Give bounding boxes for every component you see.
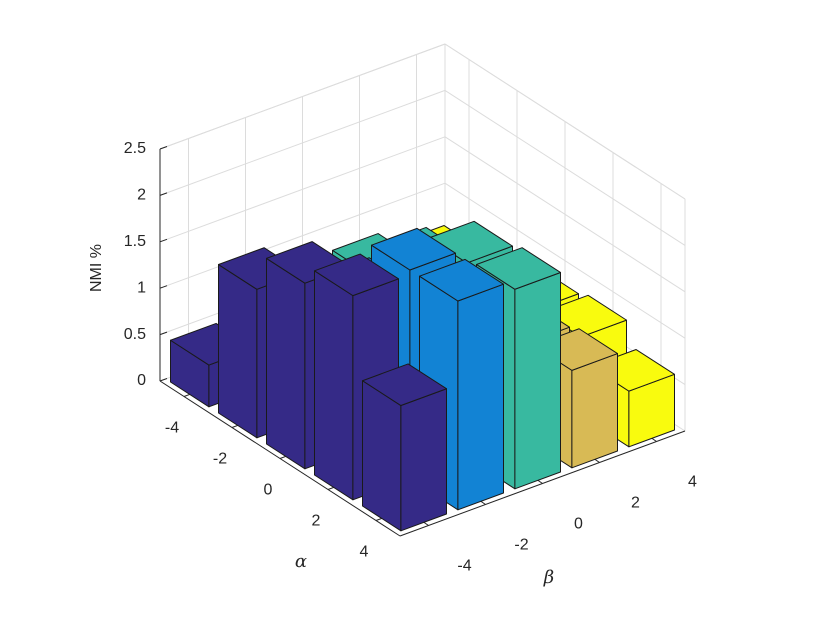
x-tick (375, 517, 383, 521)
bar-side (400, 388, 447, 532)
x-axis-label: α (295, 551, 307, 572)
x-tick-label: 0 (264, 482, 273, 499)
box-edge (159, 43, 446, 150)
y-tick-label: 2 (631, 495, 640, 512)
z-tick-label: 0 (137, 372, 146, 389)
z-tick-label: 1.5 (124, 233, 146, 250)
z-tick (159, 331, 168, 336)
z-tick-label: 2 (137, 187, 146, 204)
z-tick (159, 146, 168, 150)
bar-side (218, 264, 258, 439)
z-axis-label: NMI % (88, 244, 105, 292)
bar-side (314, 270, 354, 501)
y-tick-label: 4 (688, 474, 697, 491)
x-tick-label: 4 (360, 544, 369, 561)
x-tick (183, 393, 191, 397)
x-tick-label: -4 (165, 420, 179, 437)
x-tick-label: 2 (312, 513, 321, 530)
bar-top (371, 227, 456, 271)
z-tick-label: 2.5 (124, 140, 146, 157)
x-tick (279, 455, 287, 459)
bar-side (266, 257, 306, 470)
z-tick (159, 238, 168, 243)
z-tick (159, 192, 168, 196)
x-tick (327, 486, 335, 490)
bar-side (571, 353, 618, 469)
box-edge (444, 43, 686, 200)
bar-top (314, 253, 399, 297)
bar-top (419, 258, 504, 302)
y-tick-label: -2 (514, 537, 528, 554)
bar-top (362, 363, 447, 407)
bars (170, 220, 675, 532)
y-tick-label: 0 (574, 516, 583, 533)
bar-side (514, 271, 561, 490)
y-axis-label: β (543, 567, 554, 588)
z-tick-label: 1 (137, 279, 146, 296)
bar-top (476, 247, 561, 290)
x-tick-label: -2 (213, 451, 227, 468)
x-tick (231, 424, 239, 428)
bar-side (362, 380, 402, 532)
z-tick (159, 285, 168, 289)
z-tick (159, 378, 168, 382)
y-tick-label: -4 (457, 558, 471, 575)
z-tick-label: 0.5 (124, 326, 146, 343)
bar-side (457, 283, 504, 511)
